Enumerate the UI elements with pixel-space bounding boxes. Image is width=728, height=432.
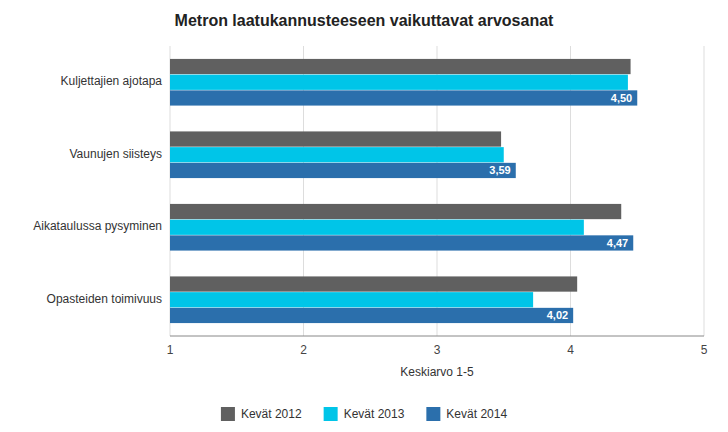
x-tick-label: 2: [300, 343, 307, 357]
data-label: 4,50: [611, 92, 632, 104]
bar: [170, 131, 501, 146]
x-axis: 1 2 3 4 5 Keskiarvo 1-5: [167, 46, 708, 379]
legend-label: Kevät 2014: [446, 407, 507, 421]
legend-label: Kevät 2012: [241, 407, 302, 421]
legend-item: Kevät 2014: [426, 407, 507, 421]
x-tick-label: 1: [167, 343, 174, 357]
bar: [170, 163, 516, 178]
bar: [170, 59, 631, 74]
bar: [170, 204, 621, 219]
x-tick-label: 5: [701, 343, 708, 357]
legend-item: Kevät 2013: [324, 407, 405, 421]
bar: [170, 147, 504, 162]
data-label: 3,59: [489, 164, 510, 176]
legend: Kevät 2012 Kevät 2013 Kevät 2014: [221, 407, 507, 421]
grid-line: [704, 46, 705, 336]
data-labels: 4,50 3,59 4,47 4,02: [489, 92, 632, 322]
bars: [170, 59, 637, 323]
legend-swatch: [426, 407, 440, 421]
chart-svg: Metron laatukannusteeseen vaikuttavat ar…: [0, 0, 728, 432]
legend-item: Kevät 2012: [221, 407, 302, 421]
bar: [170, 276, 577, 291]
bar: [170, 292, 533, 307]
legend-label: Kevät 2013: [344, 407, 405, 421]
legend-swatch: [221, 407, 235, 421]
bar: [170, 90, 637, 105]
x-axis-label: Keskiarvo 1-5: [400, 365, 474, 379]
title: Metron laatukannusteeseen vaikuttavat ar…: [175, 12, 554, 29]
chart-container: Metron laatukannusteeseen vaikuttavat ar…: [0, 0, 728, 432]
bar: [170, 75, 628, 90]
category-label: Vaunujen siisteys: [70, 147, 163, 161]
category-label: Opasteiden toimivuus: [47, 292, 162, 306]
data-label: 4,47: [607, 237, 628, 249]
data-label: 4,02: [547, 309, 568, 321]
bar: [170, 220, 584, 235]
x-tick-label: 3: [434, 343, 441, 357]
category-label: Kuljettajien ajotapa: [61, 74, 163, 88]
category-label: Aikataulussa pysyminen: [33, 219, 162, 233]
bar: [170, 308, 573, 323]
x-tick-label: 4: [567, 343, 574, 357]
bar: [170, 235, 633, 250]
x-axis-line: [170, 336, 704, 337]
legend-swatch: [324, 407, 338, 421]
